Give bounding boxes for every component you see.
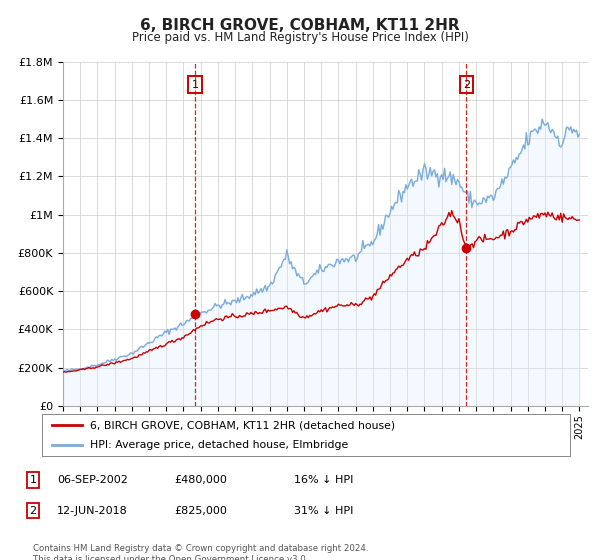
Text: 2: 2 [463,80,470,90]
Text: £825,000: £825,000 [174,506,227,516]
Text: £480,000: £480,000 [174,475,227,485]
Text: Price paid vs. HM Land Registry's House Price Index (HPI): Price paid vs. HM Land Registry's House … [131,31,469,44]
Text: 1: 1 [191,80,199,90]
Text: HPI: Average price, detached house, Elmbridge: HPI: Average price, detached house, Elmb… [89,441,348,450]
Text: 6, BIRCH GROVE, COBHAM, KT11 2HR (detached house): 6, BIRCH GROVE, COBHAM, KT11 2HR (detach… [89,421,395,430]
Text: 12-JUN-2018: 12-JUN-2018 [57,506,128,516]
Text: 2: 2 [29,506,37,516]
Text: 31% ↓ HPI: 31% ↓ HPI [294,506,353,516]
Text: Contains HM Land Registry data © Crown copyright and database right 2024.
This d: Contains HM Land Registry data © Crown c… [33,544,368,560]
Text: 1: 1 [29,475,37,485]
Text: 06-SEP-2002: 06-SEP-2002 [57,475,128,485]
Text: 6, BIRCH GROVE, COBHAM, KT11 2HR: 6, BIRCH GROVE, COBHAM, KT11 2HR [140,18,460,33]
Text: 16% ↓ HPI: 16% ↓ HPI [294,475,353,485]
